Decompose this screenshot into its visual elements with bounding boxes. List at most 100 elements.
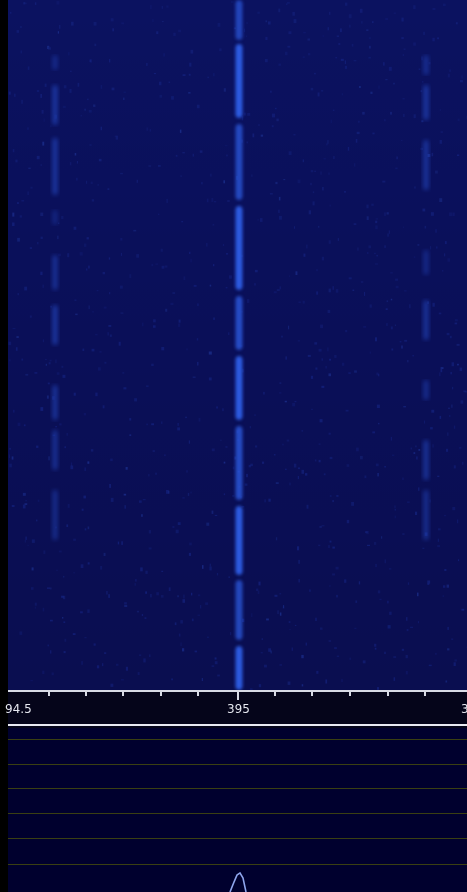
noise-speck [200, 605, 202, 609]
noise-speck [20, 26, 22, 28]
noise-speck [297, 476, 299, 480]
noise-speck [374, 542, 377, 545]
noise-speck [43, 118, 45, 122]
noise-speck [172, 292, 176, 294]
noise-speck [257, 124, 260, 126]
noise-speck [422, 208, 426, 212]
noise-speck [279, 392, 282, 394]
noise-speck [213, 264, 215, 267]
noise-speck [93, 104, 96, 107]
noise-speck [123, 97, 125, 100]
waterfall-trace-right [423, 380, 429, 400]
noise-speck [332, 109, 335, 111]
noise-speck [24, 2, 27, 5]
noise-speck [427, 580, 431, 584]
noise-speck [124, 602, 127, 605]
noise-speck [440, 131, 443, 133]
noise-speck [161, 21, 164, 23]
noise-speck [67, 253, 70, 258]
noise-speck [329, 540, 332, 543]
waterfall-trace-left [52, 85, 58, 125]
frequency-tick [311, 690, 313, 696]
noise-speck [175, 529, 179, 534]
noise-speck [152, 450, 155, 453]
noise-speck [98, 158, 102, 162]
noise-speck [420, 147, 424, 150]
noise-speck [178, 633, 181, 637]
noise-speck [180, 175, 182, 177]
noise-speck [438, 528, 441, 531]
noise-speck [346, 464, 350, 467]
noise-speck [417, 592, 419, 597]
noise-speck [24, 503, 28, 505]
noise-speck [321, 358, 323, 361]
noise-speck [11, 456, 14, 460]
noise-speck [95, 333, 98, 336]
noise-speck [254, 269, 258, 273]
noise-speck [118, 341, 121, 346]
noise-speck [129, 274, 132, 279]
noise-speck [125, 666, 128, 671]
noise-speck [21, 99, 23, 104]
noise-speck [341, 678, 343, 682]
noise-speck [173, 32, 176, 36]
noise-speck [427, 154, 431, 157]
waterfall-display[interactable] [8, 0, 467, 690]
noise-speck [166, 198, 168, 203]
noise-speck [62, 617, 64, 619]
waterfall-trace-left [52, 305, 58, 345]
noise-speck [318, 459, 321, 463]
noise-speck [161, 6, 163, 9]
noise-speck [57, 235, 59, 240]
noise-speck [36, 90, 40, 92]
noise-speck [58, 550, 62, 553]
frequency-scale[interactable]: 94.5 395 3 [5, 690, 467, 728]
noise-speck [220, 439, 222, 441]
noise-speck [58, 253, 61, 257]
noise-speck [140, 567, 143, 572]
spectrum-display[interactable] [8, 728, 467, 892]
noise-speck [209, 563, 211, 567]
noise-speck [224, 145, 228, 147]
noise-speck [17, 293, 19, 296]
noise-speck [261, 638, 263, 640]
noise-speck [321, 525, 325, 527]
noise-speck [222, 244, 225, 246]
noise-speck [90, 181, 93, 185]
noise-speck [96, 665, 100, 669]
noise-speck [451, 404, 453, 408]
noise-speck [405, 671, 408, 675]
noise-speck [281, 335, 283, 338]
noise-speck [401, 17, 404, 22]
noise-speck [368, 56, 371, 59]
noise-speck [186, 470, 188, 473]
noise-speck [99, 350, 102, 353]
noise-speck [160, 595, 164, 598]
noise-speck [362, 660, 366, 664]
noise-speck [67, 504, 70, 508]
noise-speck [84, 108, 86, 111]
noise-speck [76, 161, 78, 164]
noise-speck [323, 473, 326, 476]
noise-speck [321, 385, 325, 388]
noise-speck [358, 581, 361, 585]
waterfall-trace-center [235, 0, 243, 40]
noise-speck [301, 684, 304, 687]
noise-speck [449, 415, 451, 417]
noise-speck [413, 42, 416, 46]
noise-speck [228, 576, 230, 578]
noise-speck [279, 215, 282, 220]
noise-speck [354, 163, 356, 167]
noise-speck [22, 492, 26, 496]
waterfall-noise [8, 1, 467, 690]
noise-speck [288, 31, 292, 35]
noise-speck [266, 618, 269, 621]
noise-speck [249, 426, 251, 429]
noise-speck [8, 341, 12, 346]
noise-speck [385, 308, 388, 310]
noise-speck [15, 159, 18, 163]
noise-speck [420, 90, 423, 93]
noise-speck [87, 98, 89, 101]
noise-speck [196, 338, 199, 341]
